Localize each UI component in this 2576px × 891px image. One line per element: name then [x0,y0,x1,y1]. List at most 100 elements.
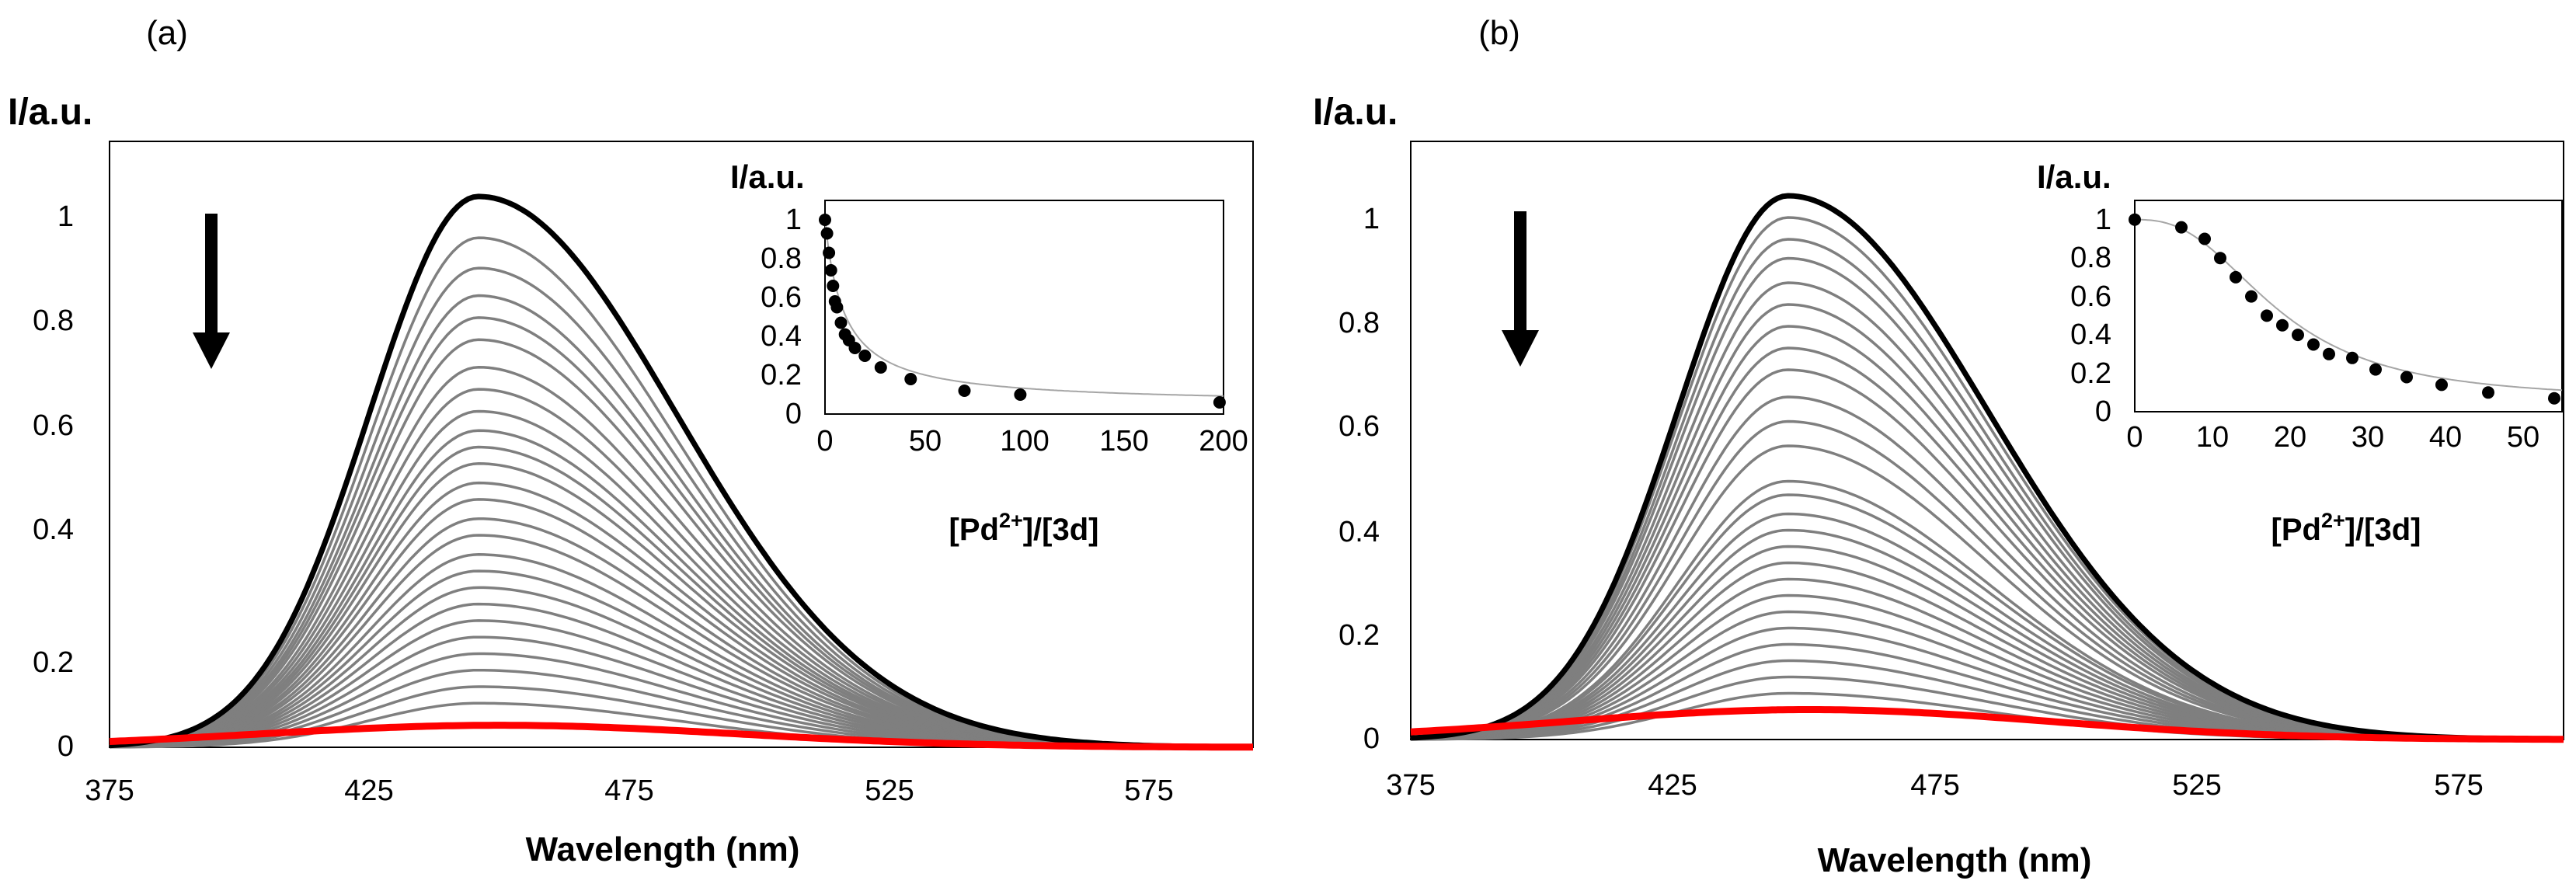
inset-data-point [2175,221,2188,234]
panel-b-inset-ytick-3: 0.6 [2070,280,2111,313]
panel-b-inset-ytick-2: 0.4 [2070,318,2111,351]
panel-b: (b) I/a.u. 0 0.2 0.4 0.6 0.8 1 375 425 4… [1313,14,2564,879]
panel-a-inset-xtick-4: 200 [1199,425,1248,458]
panel-b-inset-xtick-1: 10 [2196,421,2229,454]
panel-a-plot-area [109,141,1254,748]
inset-data-point [2323,347,2335,360]
panel-b-inset-ytick-5: 1 [2095,204,2111,236]
panel-a-inset-series [819,214,1226,409]
panel-a-x-ticks: 375 425 475 525 575 [85,774,1173,807]
panel-b-inset: I/a.u. 0 0.2 0.4 0.6 0.8 1 0 10 20 30 40… [2037,158,2563,547]
panel-b-ytick-5: 1 [1363,203,1380,235]
panel-b-inset-x-ticks: 0 10 20 30 40 50 [2126,421,2539,454]
panel-a-inset-ytick-4: 0.8 [761,242,802,275]
panel-b-inset-xtick-0: 0 [2126,421,2143,454]
panel-a-inset-ytick-3: 0.6 [761,281,802,314]
panel-a-y-ticks: 0 0.2 0.4 0.6 0.8 1 [33,200,74,763]
inset-data-point [819,214,831,226]
spectrum-line [109,193,1254,750]
inset-data-point [2435,378,2448,392]
panel-a-x-axis-label: Wavelength (nm) [526,830,800,868]
panel-b-ytick-3: 0.6 [1338,410,1380,443]
panel-b-xtick-3: 525 [2172,769,2221,802]
panel-b-inset-series [2129,213,2563,405]
panel-a-inset-y-axis-label: I/a.u. [730,158,805,195]
panel-b-inset-ytick-4: 0.8 [2070,242,2111,274]
panel-a-inset-xtick-0: 0 [816,425,833,458]
inset-data-point [874,361,887,374]
panel-a: (a) I/a.u. 0 0.2 0.4 0.6 0.8 1 375 425 4… [8,14,1254,868]
panel-a-y-axis-label: I/a.u. [8,92,92,133]
panel-a-inset-x-axis-label: [Pd2+]/[3d] [949,509,1099,547]
panel-a-xtick-1: 425 [344,774,393,807]
inset-data-point [2482,386,2494,399]
panel-b-xtick-4: 575 [2434,769,2483,802]
inset-data-point [858,350,872,362]
panel-a-xtick-3: 525 [865,774,914,807]
panel-a-ytick-0: 0 [57,730,74,763]
panel-b-spectra [1410,193,2564,743]
inset-data-point [820,227,834,240]
inset-data-point [834,316,848,329]
panel-a-inset: I/a.u. 0 0.2 0.4 0.6 0.8 1 0 50 100 150 … [730,158,1248,547]
inset-data-point [830,301,844,314]
panel-a-inset-xtick-3: 150 [1099,425,1148,458]
panel-a-ytick-5: 1 [57,200,74,233]
panel-b-inset-x-axis-label: [Pd2+]/[3d] [2271,509,2421,547]
panel-a-inset-x-ticks: 0 50 100 150 200 [816,425,1248,458]
inset-data-point [2400,371,2413,384]
panel-b-xtick-2: 475 [1910,769,1959,802]
panel-b-x-ticks: 375 425 475 525 575 [1386,769,2483,802]
panel-a-label: (a) [146,14,188,52]
panel-a-ytick-1: 0.2 [33,646,74,679]
spectrum-line [1410,193,2564,743]
panel-a-inset-ytick-1: 0.2 [761,359,802,392]
inset-data-point [2214,252,2226,265]
panel-a-xtick-0: 375 [85,774,134,807]
panel-a-inset-y-ticks: 0 0.2 0.4 0.6 0.8 1 [761,204,802,430]
panel-b-xtick-1: 425 [1648,769,1697,802]
inset-data-point [848,342,862,354]
inset-data-point [1213,396,1226,409]
inset-data-point [1014,388,1027,401]
inset-data-point [2292,329,2304,342]
spectrum-line [1410,706,2564,743]
panel-a-xtick-4: 575 [1124,774,1173,807]
panel-b-ytick-0: 0 [1363,722,1380,755]
panel-b-inset-y-axis-label: I/a.u. [2037,158,2111,195]
panel-a-inset-ytick-2: 0.4 [761,320,802,353]
panel-b-inset-plot-area [2134,200,2563,412]
panel-a-arrow-icon [193,214,230,369]
panel-a-inset-plot-area [824,200,1224,415]
spectrum-line [109,722,1253,751]
panel-a-ytick-2: 0.4 [33,513,74,546]
panel-a-inset-xtick-1: 50 [909,425,942,458]
panel-b-inset-y-ticks: 0 0.2 0.4 0.6 0.8 1 [2070,204,2111,428]
inset-data-point [2198,232,2211,245]
inset-data-point [2276,318,2289,332]
panel-b-xtick-0: 375 [1386,769,1435,802]
inset-data-point [827,280,840,292]
inset-fit-line [824,219,1224,397]
panel-b-arrow-icon [1502,211,1539,367]
panel-b-inset-ytick-0: 0 [2095,395,2111,428]
panel-b-plot-area [1410,141,2564,740]
panel-a-spectra [109,193,1254,751]
panel-b-inset-xtick-4: 40 [2429,421,2462,454]
panel-a-inset-ytick-5: 1 [785,204,802,236]
inset-data-point [823,246,836,259]
panel-b-ytick-4: 0.8 [1338,307,1380,339]
panel-b-ytick-2: 0.4 [1338,516,1380,548]
panel-b-ytick-1: 0.2 [1338,619,1380,652]
panel-a-ytick-4: 0.8 [33,305,74,337]
panel-b-x-axis-label: Wavelength (nm) [1818,841,2092,879]
inset-data-point [2245,290,2257,303]
inset-data-point [824,264,837,277]
panel-b-y-ticks: 0 0.2 0.4 0.6 0.8 1 [1338,203,1380,755]
panel-b-inset-xtick-2: 20 [2274,421,2306,454]
inset-data-point [2307,338,2320,351]
panel-a-ytick-3: 0.6 [33,409,74,442]
inset-data-point [958,385,971,397]
panel-b-inset-xtick-5: 50 [2507,421,2539,454]
